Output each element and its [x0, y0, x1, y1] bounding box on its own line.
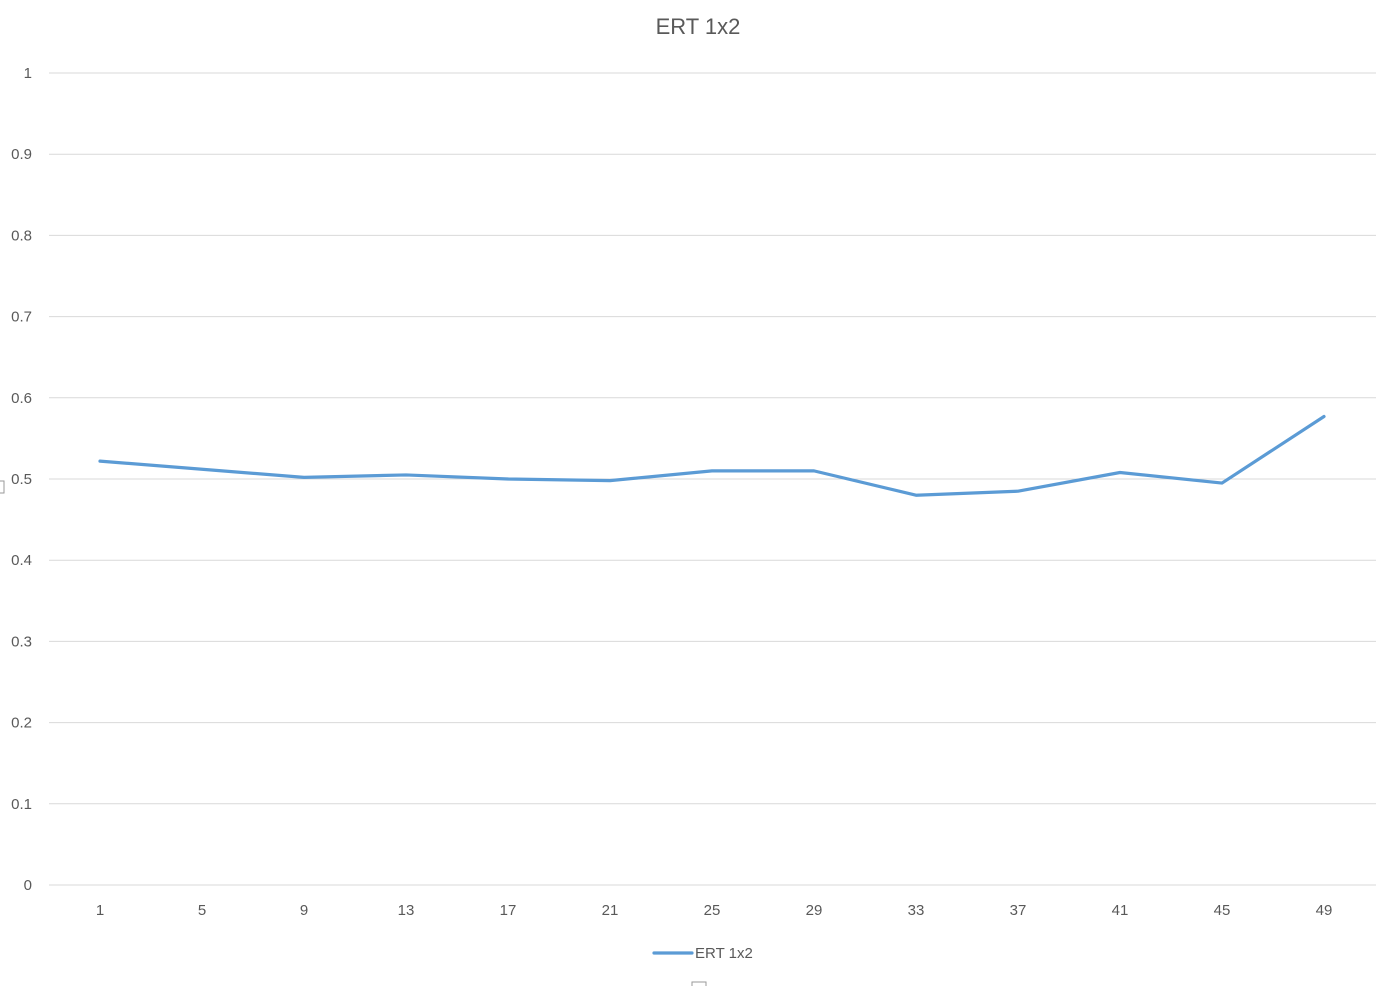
y-axis-tick-labels: 0 0.1 0.2 0.3 0.4 0.5 0.6 0.7 0.8 0.9 1 [11, 65, 32, 894]
y-tick-label: 0.1 [11, 796, 32, 813]
x-tick-label: 45 [1214, 902, 1231, 919]
y-tick-label: 0 [24, 877, 32, 894]
y-tick-label: 0.6 [11, 390, 32, 407]
y-tick-label: 0.4 [11, 552, 32, 569]
x-tick-label: 41 [1112, 902, 1129, 919]
x-axis-tick-labels: 1 5 9 13 17 21 25 29 33 37 41 45 49 [96, 902, 1333, 919]
gridlines [49, 72, 1376, 886]
x-tick-label: 17 [500, 902, 517, 919]
x-tick-label: 37 [1010, 902, 1027, 919]
y-tick-label: 0.3 [11, 633, 32, 650]
legend-label: ERT 1x2 [695, 945, 753, 962]
x-tick-label: 25 [704, 902, 721, 919]
bottom-resize-handle[interactable] [691, 981, 707, 986]
x-tick-label: 1 [96, 902, 104, 919]
left-resize-handle[interactable] [0, 480, 5, 494]
y-tick-label: 0.2 [11, 715, 32, 732]
x-tick-label: 49 [1316, 902, 1333, 919]
chart-title: ERT 1x2 [656, 14, 741, 39]
x-tick-label: 5 [198, 902, 206, 919]
x-tick-label: 13 [398, 902, 415, 919]
y-tick-label: 0.8 [11, 227, 32, 244]
y-tick-label: 0.9 [11, 146, 32, 163]
y-tick-label: 0.5 [11, 471, 32, 488]
series-lines [98, 414, 1326, 497]
y-tick-label: 0.7 [11, 309, 32, 326]
y-tick-label: 1 [24, 65, 32, 82]
x-tick-label: 9 [300, 902, 308, 919]
x-tick-label: 21 [602, 902, 619, 919]
x-tick-label: 29 [806, 902, 823, 919]
series-line [98, 414, 1326, 497]
x-tick-label: 33 [908, 902, 925, 919]
legend: ERT 1x2 [652, 945, 753, 962]
